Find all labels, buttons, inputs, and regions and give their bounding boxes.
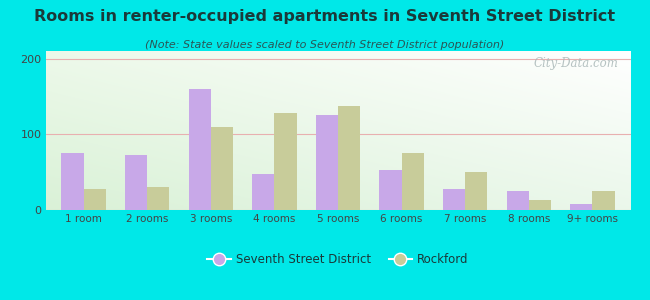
Text: City-Data.com: City-Data.com (534, 57, 619, 70)
Bar (465, 172, 488, 210)
Bar (316, 116, 338, 210)
Text: Rooms in renter-occupied apartments in Seventh Street District: Rooms in renter-occupied apartments in S… (34, 9, 616, 24)
Bar (188, 89, 211, 210)
Bar (61, 153, 84, 210)
Bar (443, 189, 465, 210)
Bar (592, 191, 615, 210)
Text: (Note: State values scaled to Seventh Street District population): (Note: State values scaled to Seventh St… (146, 40, 504, 50)
Bar (570, 204, 592, 210)
Bar (506, 191, 528, 210)
Bar (274, 113, 296, 210)
Bar (252, 174, 274, 210)
Bar (528, 200, 551, 210)
Bar (211, 127, 233, 210)
Legend: Seventh Street District, Rockford: Seventh Street District, Rockford (203, 248, 473, 271)
Bar (148, 187, 170, 210)
Bar (125, 155, 148, 210)
Bar (84, 189, 106, 210)
Bar (338, 106, 360, 210)
Bar (402, 153, 424, 210)
Bar (380, 170, 402, 210)
